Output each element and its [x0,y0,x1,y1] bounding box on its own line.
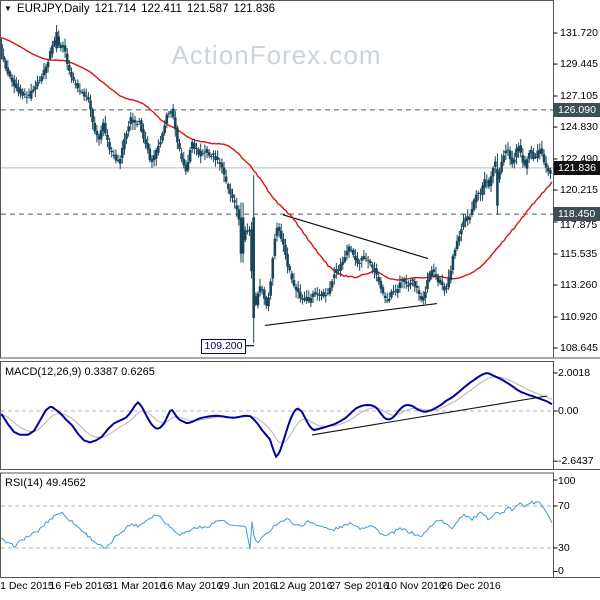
macd-name: MACD(12,26,9) [5,366,82,378]
time-axis-label: 29 Jun 2016 [218,580,276,592]
rsi-indicator-label: RSI(14) 49.4562 [5,477,86,489]
macd-main-line [0,372,553,459]
indicator-axis-label: 0 [558,564,564,577]
macd-values: 0.3387 0.6265 [84,366,155,378]
price-axis-label: 127.105 [560,90,598,102]
time-axis-label: 31 Mar 2016 [106,580,166,592]
panel-border [0,472,554,578]
time-axis-label: 31 Dec 2015 [0,580,54,592]
quote-open: 121.714 [94,3,137,15]
quote-close: 121.836 [233,3,276,15]
price-axis-label: 115.535 [560,247,598,260]
panel-border [0,361,554,470]
time-axis-label: 27 Sep 2016 [329,580,389,592]
time-axis-label: 26 Dec 2016 [441,580,501,592]
indicator-axis-label: 2.0018 [558,366,591,379]
price-axis-label: 108.645 [560,342,598,355]
rsi-values: 49.4562 [45,477,86,489]
watermark: ActionForex.com [171,40,382,70]
indicator-axis-label: -2.6437 [558,455,594,468]
indicator-axis-label: 70 [558,500,570,512]
moving-average-line [0,36,553,281]
trendline[interactable] [282,214,429,260]
candle-series [0,25,552,344]
rsi-name: RSI(14) [5,477,43,489]
time-axis-label: 12 Aug 2016 [273,580,333,592]
price-axis-label: 124.830 [560,121,598,134]
indicator-axis-label: 0.00 [558,405,579,417]
price-axis-label-highlighted: 126.090 [554,102,600,117]
symbol-selector-icon[interactable]: ▼ [4,4,12,13]
time-axis-label: 16 May 2016 [161,580,223,592]
macd-signal-line [0,376,553,444]
price-axis-label: 110.920 [560,310,598,323]
price-axis-label: 120.215 [560,184,598,197]
time-axis-label: 16 Feb 2016 [49,580,109,592]
symbol-timeframe-label: EURJPY,Daily [16,3,90,15]
low-price-annotation[interactable]: 109.200 [201,339,246,354]
price-axis-label: 131.720 [560,27,598,39]
chart-title-bar: ▼ EURJPY,Daily 121.714 122.411 121.587 1… [4,3,275,15]
rsi-line [0,500,553,550]
trendline[interactable] [264,302,438,327]
price-axis-label: 129.445 [560,58,598,71]
price-axis-label: 113.260 [560,279,598,292]
price-axis-label-highlighted: 118.450 [554,207,600,222]
indicator-axis-label: 30 [558,542,570,554]
macd-indicator-label: MACD(12,26,9) 0.3387 0.6265 [5,366,155,378]
quote-low: 121.587 [186,3,229,15]
panel-border [0,0,554,359]
macd-trendline[interactable] [311,395,548,436]
indicator-axis-label: 100 [558,475,576,487]
price-axis-label-highlighted: 121.836 [554,160,600,175]
quote-high: 122.411 [141,3,182,15]
price-axis-label: 117.875 [560,219,598,231]
time-axis-label: 10 Nov 2016 [385,580,445,592]
